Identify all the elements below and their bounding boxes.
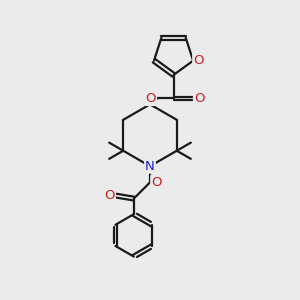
Text: O: O — [146, 92, 156, 105]
Text: O: O — [151, 176, 162, 189]
Text: N: N — [145, 160, 155, 173]
Text: O: O — [104, 189, 115, 202]
Text: O: O — [194, 92, 204, 105]
Text: O: O — [193, 54, 204, 67]
